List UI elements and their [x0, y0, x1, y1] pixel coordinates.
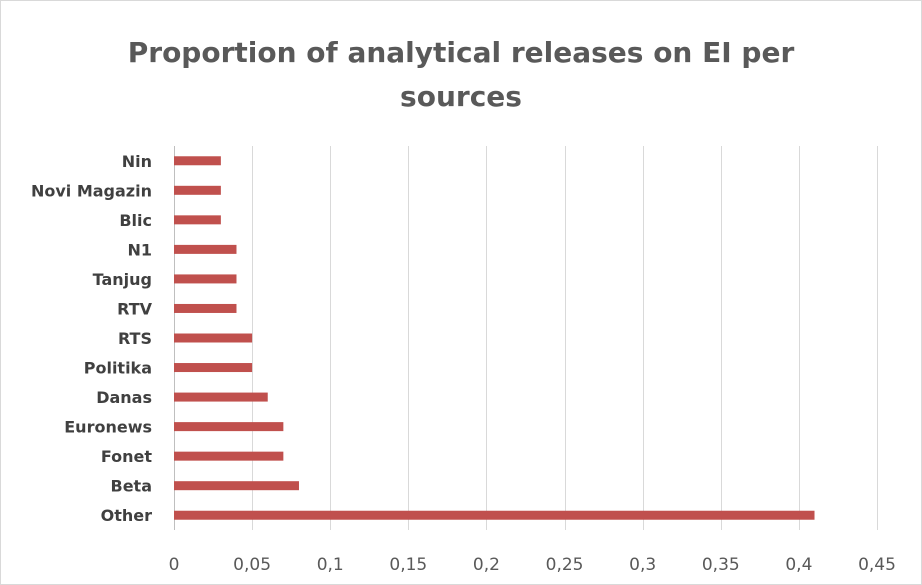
bar-novi-magazin — [174, 185, 221, 195]
x-tick-label: 0,3 — [629, 555, 656, 575]
bar-rts — [174, 333, 253, 343]
category-label: Blic — [119, 211, 152, 230]
category-label: Danas — [96, 388, 152, 407]
chart-title-line-2: sources — [400, 80, 522, 113]
bar-tanjug — [174, 274, 237, 284]
category-label: Beta — [111, 477, 153, 496]
bar-rtv — [174, 303, 237, 313]
category-label: N1 — [127, 240, 152, 259]
x-tick-label: 0,25 — [546, 555, 584, 575]
x-tick-label: 0,45 — [858, 555, 896, 575]
x-tick-label: 0,35 — [702, 555, 740, 575]
chart-title-line-1: Proportion of analytical releases on EI … — [128, 36, 795, 69]
category-label: RTS — [118, 329, 152, 348]
category-label: RTV — [117, 299, 153, 318]
category-label: Politika — [84, 359, 152, 378]
bar-fonet — [174, 451, 284, 461]
bar-other — [174, 510, 815, 520]
category-labels: Nin Novi Magazin Blic N1 Tanjug RTV RTS Politik… — [31, 152, 153, 525]
bar-euronews — [174, 422, 284, 432]
category-label: Tanjug — [93, 270, 152, 289]
bar-politika — [174, 363, 253, 373]
bar-n1 — [174, 244, 237, 254]
x-tick-label: 0,1 — [317, 555, 344, 575]
bar-nin — [174, 156, 221, 166]
category-label: Nin — [122, 152, 152, 171]
gridlines — [174, 146, 878, 530]
bar-blic — [174, 215, 221, 225]
bar-danas — [174, 392, 268, 402]
x-tick-label: 0,2 — [473, 555, 500, 575]
x-tick-label: 0,4 — [785, 555, 812, 575]
bar-beta — [174, 481, 299, 491]
category-label: Other — [101, 506, 152, 525]
x-tick-label: 0,05 — [233, 555, 271, 575]
category-label: Novi Magazin — [31, 181, 152, 200]
category-label: Fonet — [101, 447, 153, 466]
bars — [174, 156, 815, 520]
category-label: Euronews — [64, 418, 152, 437]
x-tick-label: 0,15 — [389, 555, 427, 575]
x-tick-labels: 0 0,05 0,1 0,15 0,2 0,25 0,3 0,35 0,4 0,45 — [169, 555, 896, 575]
x-tick-label: 0 — [169, 555, 180, 575]
